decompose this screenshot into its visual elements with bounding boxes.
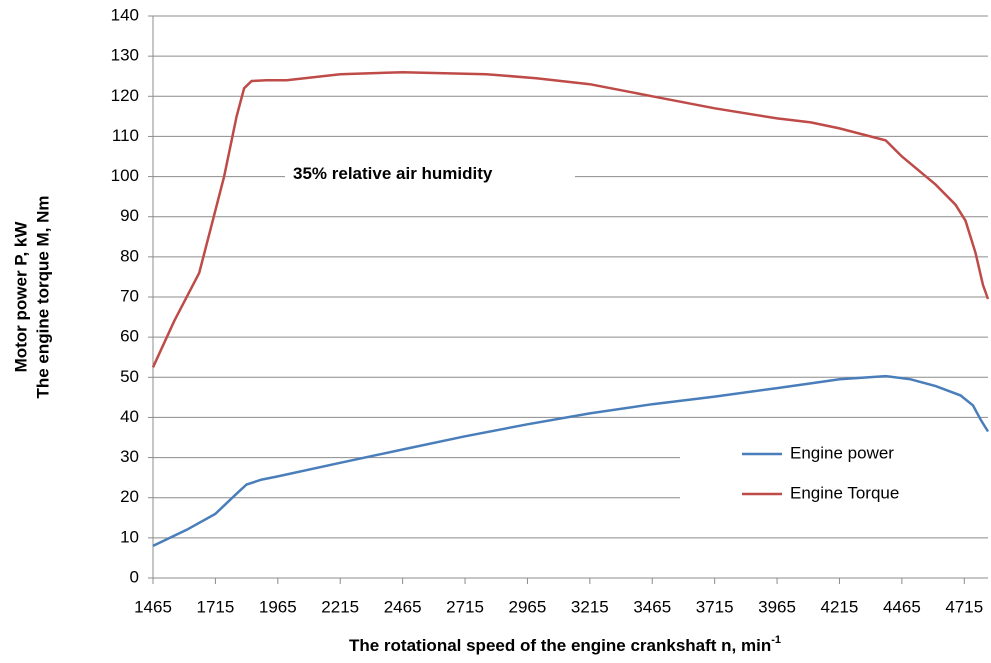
x-tick-label: 4215 xyxy=(821,597,859,616)
x-tick-label: 3965 xyxy=(758,597,796,616)
x-tick-label: 1715 xyxy=(196,597,234,616)
y-tick-label: 100 xyxy=(111,166,139,185)
x-tick-label: 2965 xyxy=(509,597,547,616)
legend-label: Engine Torque xyxy=(790,483,899,502)
y-tick-label: 0 xyxy=(130,567,139,586)
y-tick-label: 110 xyxy=(112,126,139,145)
x-tick-label: 1965 xyxy=(259,597,297,616)
y-tick-label: 10 xyxy=(120,527,139,546)
x-axis-label-text: The rotational speed of the engine crank… xyxy=(349,636,771,655)
series-line xyxy=(152,374,990,548)
y-axis-label: Motor power P, kW The engine torque M, N… xyxy=(11,195,52,398)
x-tick-label: 2715 xyxy=(446,597,484,616)
x-axis-label: The rotational speed of the engine crank… xyxy=(349,634,781,656)
y-tick-label: 80 xyxy=(120,246,139,265)
annotation: 35% relative air humidity xyxy=(293,164,493,183)
y-tick-label: 30 xyxy=(120,447,139,466)
x-tick-label: 3465 xyxy=(633,597,671,616)
legend-label: Engine power xyxy=(790,443,894,462)
x-tick-label: 3715 xyxy=(696,597,734,616)
x-tick-label: 2465 xyxy=(384,597,422,616)
y-tick-label: 50 xyxy=(120,367,139,386)
x-tick-label: 3215 xyxy=(571,597,609,616)
x-tick-label: 2215 xyxy=(321,597,359,616)
y-tick-label: 120 xyxy=(111,86,139,105)
y-tick-label: 90 xyxy=(120,206,139,225)
y-tick-label: 60 xyxy=(120,327,139,346)
y-axis-label-line: The engine torque M, Nm xyxy=(33,195,52,398)
x-tick-label: 4715 xyxy=(945,597,983,616)
y-tick-label: 140 xyxy=(111,5,139,24)
annotation-background xyxy=(285,158,575,195)
y-tick-label: 40 xyxy=(120,407,139,426)
y-tick-label: 20 xyxy=(120,487,139,506)
y-tick-label: 130 xyxy=(111,46,139,65)
y-tick-label: 70 xyxy=(120,286,139,305)
x-tick-label: 1465 xyxy=(134,597,172,616)
y-axis-label-line: Motor power P, kW xyxy=(11,221,30,373)
x-tick-label: 4465 xyxy=(883,597,921,616)
legend-background xyxy=(680,438,990,520)
x-axis-label-superscript: -1 xyxy=(771,634,781,646)
series-line xyxy=(151,70,990,368)
